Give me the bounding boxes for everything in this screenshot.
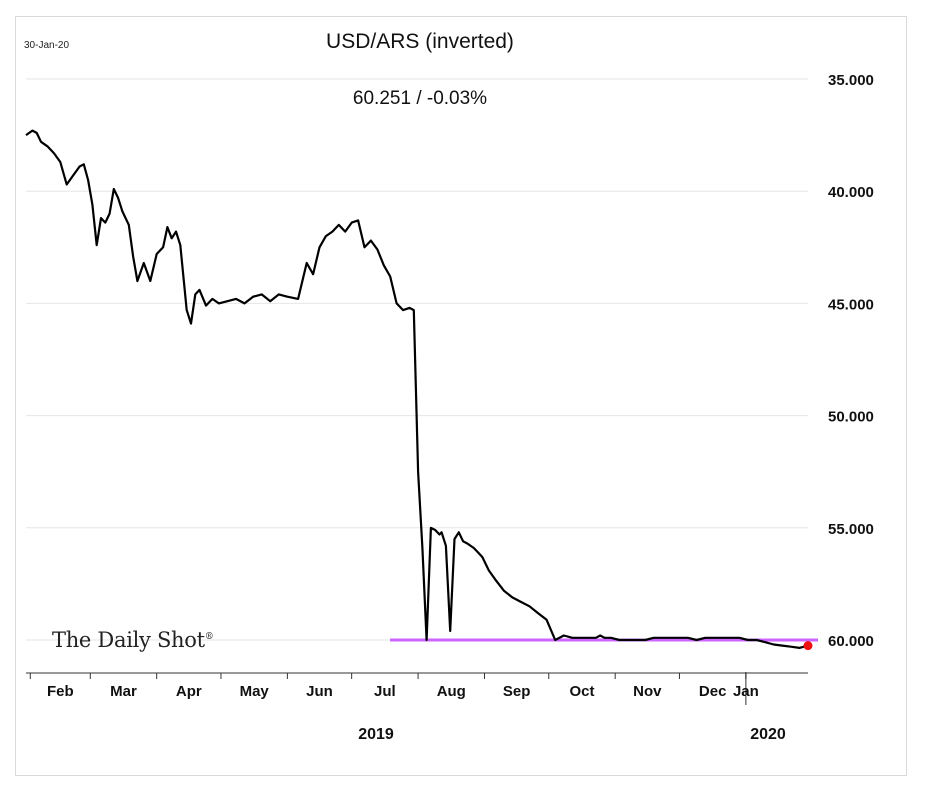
usd-ars-series-line bbox=[25, 129, 809, 650]
daily-shot-logo: The Daily Shot® bbox=[52, 628, 214, 652]
registered-mark: ® bbox=[204, 632, 214, 642]
y-tick-label: 50.000 bbox=[828, 409, 874, 426]
month-label: Mar bbox=[110, 683, 137, 700]
year-label: 2020 bbox=[750, 726, 786, 743]
month-label: Nov bbox=[633, 683, 662, 700]
chart-subtitle: 60.251 / -0.03% bbox=[352, 88, 488, 109]
chart-frame: 35.000 40.000 45.000 50.000 55.000 60.000 Feb M… bbox=[15, 16, 907, 776]
month-label: Feb bbox=[47, 683, 74, 700]
month-label: Jul bbox=[374, 683, 396, 700]
y-tick-label: 45.000 bbox=[828, 296, 874, 313]
month-label: Apr bbox=[176, 683, 202, 700]
y-tick-label: 55.000 bbox=[828, 521, 874, 538]
month-label: Sep bbox=[503, 683, 531, 700]
month-label: Aug bbox=[437, 683, 466, 700]
month-label: Jun bbox=[306, 683, 333, 700]
chart-title: USD/ARS (inverted) bbox=[326, 30, 514, 53]
year-label: 2019 bbox=[358, 726, 394, 743]
logo-text: The Daily Shot bbox=[52, 628, 205, 652]
y-tick-label: 60.000 bbox=[828, 633, 874, 650]
month-label: May bbox=[240, 683, 270, 700]
usd-ars-chart: 35.000 40.000 45.000 50.000 55.000 60.000 Feb M… bbox=[25, 72, 874, 743]
last-value-marker bbox=[803, 641, 813, 651]
y-tick-label: 40.000 bbox=[828, 184, 874, 201]
month-label: Oct bbox=[569, 683, 594, 700]
date-stamp: 30-Jan-20 bbox=[24, 40, 70, 51]
month-label: Jan bbox=[733, 683, 759, 700]
month-label: Dec bbox=[699, 683, 727, 700]
y-tick-label: 35.000 bbox=[828, 72, 874, 89]
